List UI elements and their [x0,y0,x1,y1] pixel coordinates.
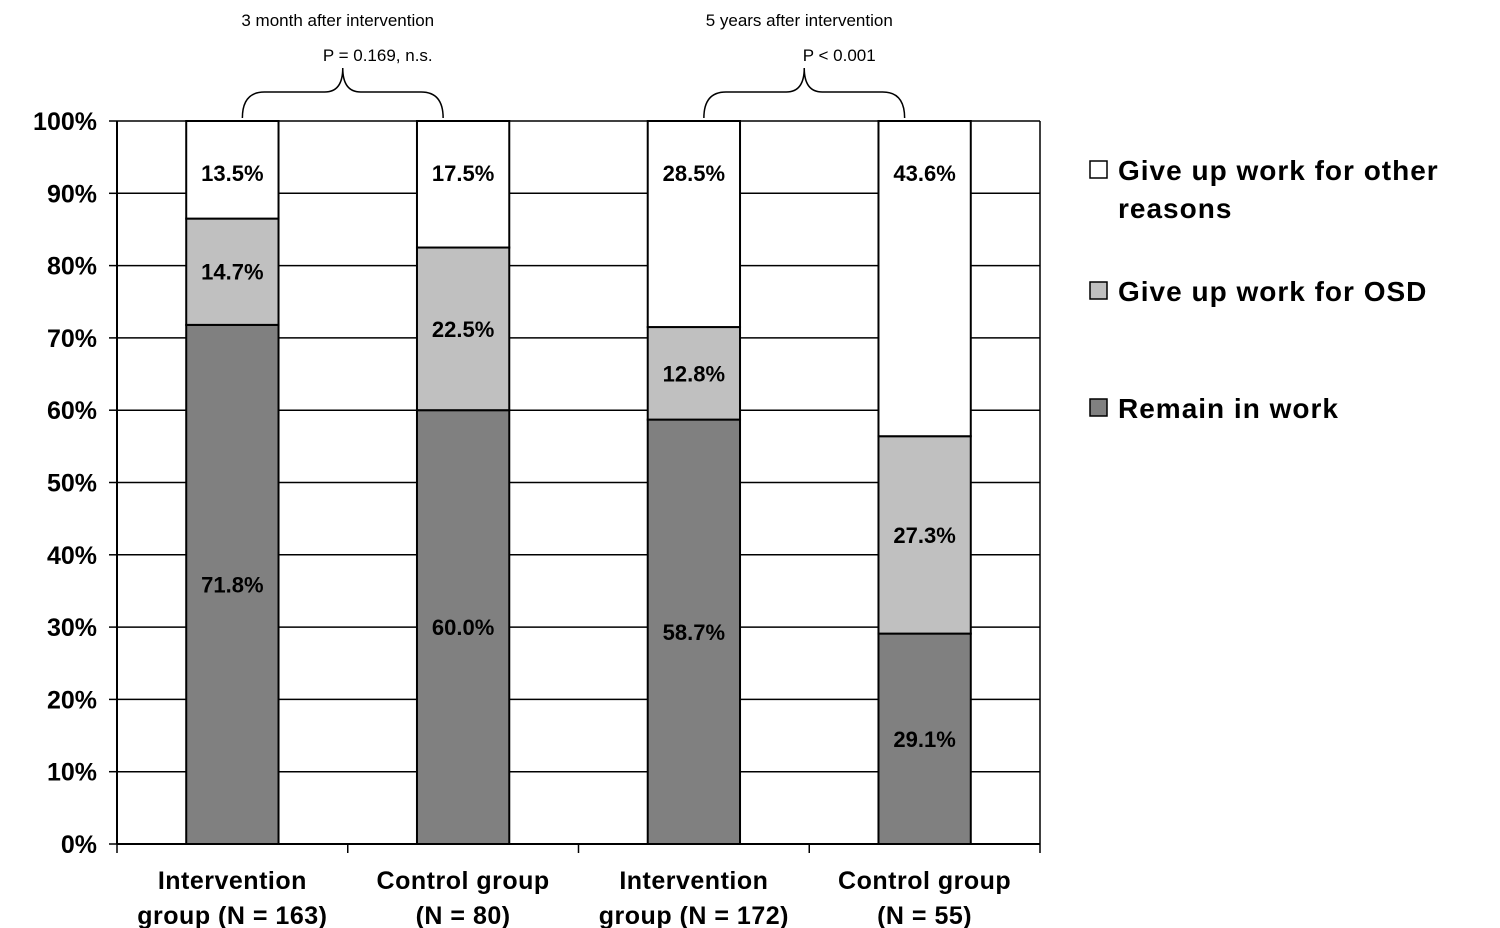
legend-swatch [1089,160,1108,179]
annotation-pvalue: P < 0.001 [803,46,876,65]
data-label: 58.7% [663,620,725,645]
legend-label: Give up work for other [1118,155,1439,186]
y-tick-label: 50% [47,470,97,498]
data-label: 12.8% [663,361,725,386]
x-tick-label: Control group [377,867,550,895]
bar-segment [415,246,511,412]
data-label: 13.5% [201,161,263,186]
legend-label: Give up work for OSD [1118,276,1427,307]
annotation-title: 3 month after intervention [241,11,434,30]
data-label: 29.1% [893,727,955,752]
bar-segment [646,120,742,329]
data-label: 14.7% [201,260,263,285]
data-label: 60.0% [432,615,494,640]
x-tick-label: (N = 80) [416,902,511,928]
bar-segment [646,418,742,845]
y-tick-label: 80% [47,253,97,281]
data-label: 27.3% [893,523,955,548]
legend-swatch [1089,281,1108,300]
y-tick-label: 10% [47,759,97,787]
y-tick-label: 60% [47,397,97,425]
annotation-pvalue: P = 0.169, n.s. [323,46,433,65]
x-tick-label: (N = 55) [877,902,972,928]
annotation-brace [703,67,906,119]
y-tick-label: 0% [61,831,97,859]
y-tick-label: 90% [47,180,97,208]
data-label: 43.6% [893,161,955,186]
y-tick-label: 20% [47,686,97,714]
y-tick-label: 100% [33,108,97,136]
bar-segment [877,120,972,438]
bar-segment [877,632,972,845]
x-tick-label: group (N = 163) [137,902,327,928]
y-tick-label: 30% [47,614,97,642]
data-label: 17.5% [432,161,494,186]
annotation-brace [241,67,444,119]
y-tick-label: 70% [47,325,97,353]
data-label: 28.5% [663,161,725,186]
x-tick-label: Intervention [158,867,307,895]
data-label: 71.8% [201,572,263,597]
x-tick-label: Intervention [619,867,768,895]
bar-segment [185,120,280,220]
x-tick-label: Control group [838,867,1011,895]
y-tick-label: 40% [47,542,97,570]
data-label: 22.5% [432,317,494,342]
bar-segment [415,120,511,249]
legend-swatch [1089,398,1108,417]
legend-label: Remain in work [1118,393,1339,424]
x-tick-label: group (N = 172) [599,902,789,928]
annotation-title: 5 years after intervention [706,11,893,30]
legend-label: reasons [1118,193,1232,224]
